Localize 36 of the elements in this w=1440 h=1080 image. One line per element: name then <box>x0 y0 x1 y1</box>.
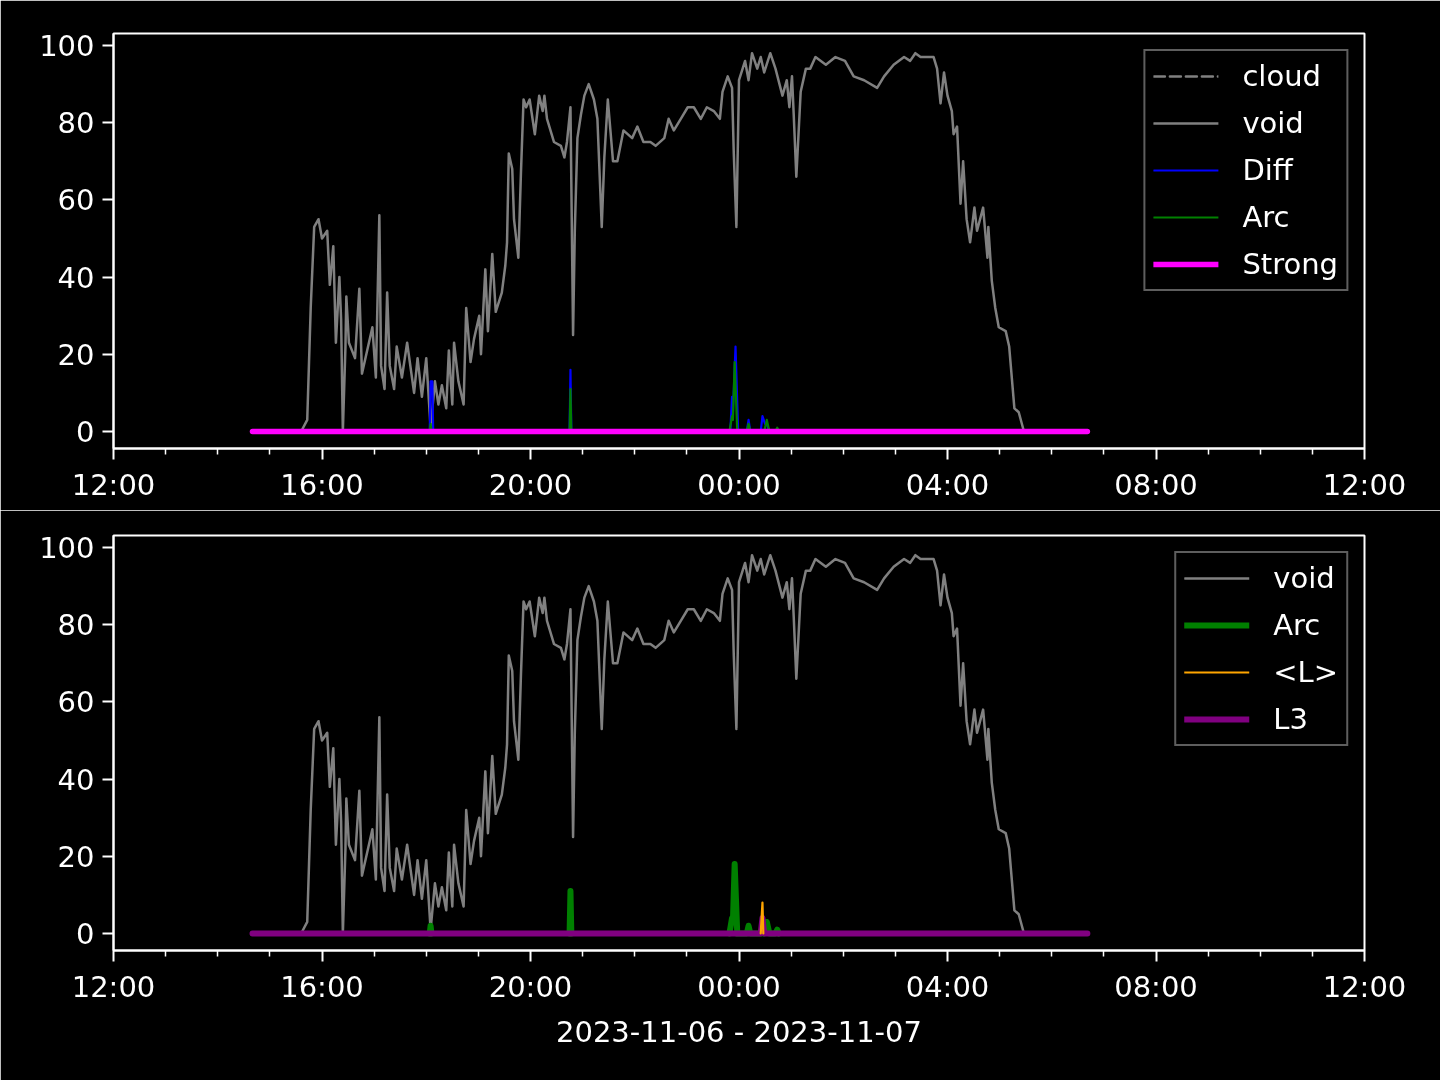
y-tick-label: 40 <box>57 260 95 295</box>
legend-label: Diff <box>1242 153 1293 187</box>
x-tick-label: 08:00 <box>1114 467 1198 502</box>
x-tick-label: 08:00 <box>1114 969 1198 1004</box>
legend-label: <L> <box>1273 655 1338 689</box>
y-tick-label: 0 <box>76 917 95 952</box>
x-tick-label: 12:00 <box>1322 969 1407 1004</box>
legend-label: cloud <box>1242 59 1321 93</box>
y-tick-label: 80 <box>57 608 95 643</box>
y-tick-label: 40 <box>57 762 95 797</box>
legend-label: void <box>1273 561 1335 595</box>
y-tick-label: 20 <box>57 839 95 874</box>
x-tick-label: 12:00 <box>71 969 156 1004</box>
y-tick-label: 100 <box>39 28 95 63</box>
y-tick-label: 60 <box>57 183 95 218</box>
x-tick-label: 00:00 <box>697 467 781 502</box>
y-tick-label: 80 <box>57 106 95 141</box>
x-tick-label: 16:00 <box>280 467 364 502</box>
x-tick-label: 20:00 <box>488 969 573 1004</box>
x-tick-label: 16:00 <box>280 969 364 1004</box>
legend-label: Arc <box>1273 608 1321 642</box>
y-tick-label: 20 <box>57 337 95 372</box>
legend-label: void <box>1242 106 1304 140</box>
legend-label: L3 <box>1273 702 1308 736</box>
y-tick-label: 100 <box>39 530 95 565</box>
legend-label: Strong <box>1242 247 1338 281</box>
x-tick-label: 04:00 <box>905 969 990 1004</box>
x-tick-label: 04:00 <box>905 467 990 502</box>
x-tick-label: 20:00 <box>488 467 573 502</box>
x-tick-label: 12:00 <box>1322 467 1407 502</box>
legend-label: Arc <box>1242 200 1290 234</box>
x-axis-title: 2023-11-06 - 2023-11-07 <box>556 1014 922 1049</box>
x-tick-label: 12:00 <box>71 467 156 502</box>
y-tick-label: 60 <box>57 685 95 720</box>
y-tick-label: 0 <box>76 415 95 450</box>
x-tick-label: 00:00 <box>697 969 781 1004</box>
